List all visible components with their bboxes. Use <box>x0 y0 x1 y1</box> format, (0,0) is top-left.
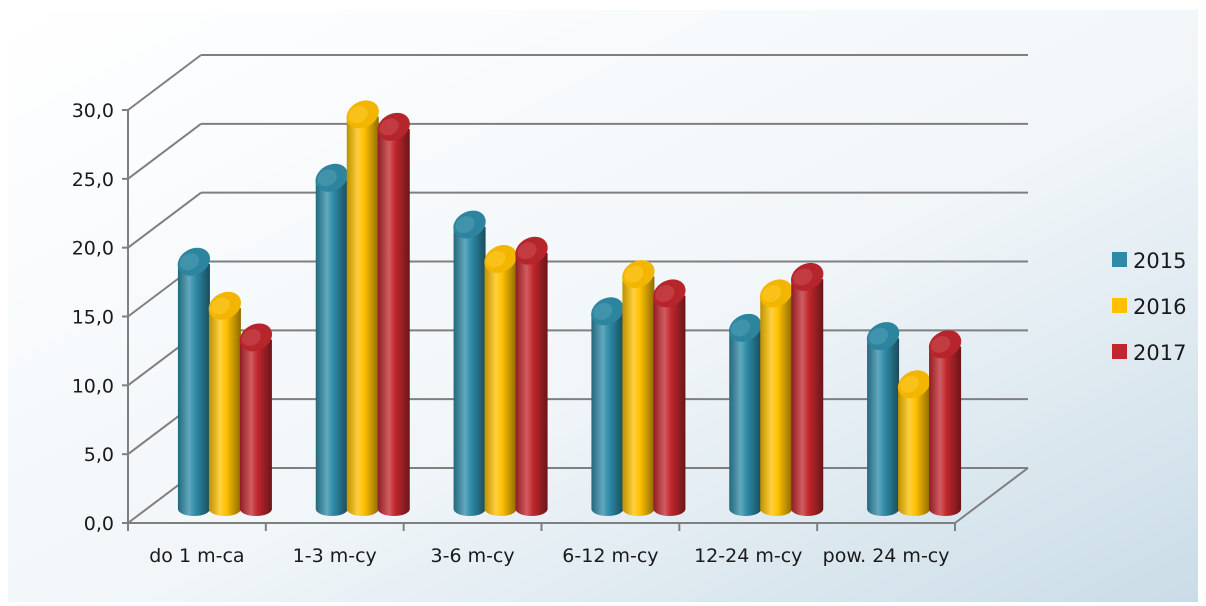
x-category-label: 12-24 m-cy <box>694 545 802 567</box>
bar-2015-1 <box>315 163 348 516</box>
bar-body <box>898 386 931 516</box>
legend-label: 2015 <box>1133 249 1186 273</box>
bar-2016-3 <box>622 260 655 516</box>
bar-cap-highlight <box>241 329 261 347</box>
legend-swatch <box>1112 252 1127 267</box>
bar-cap-highlight <box>486 250 506 268</box>
bar-2015-5 <box>866 322 900 516</box>
legend: 2015 2016 2017 <box>1112 249 1186 365</box>
bar-cap-highlight <box>899 375 920 393</box>
y-tick-label: 15,0 <box>72 307 114 329</box>
bar-2017-2 <box>515 236 548 516</box>
x-category-label: 3-6 m-cy <box>431 545 515 567</box>
y-tick-label: 10,0 <box>72 375 114 397</box>
bar-body <box>867 338 900 516</box>
bar-body <box>315 179 348 516</box>
bar-body <box>453 226 486 517</box>
bar-body <box>760 295 793 516</box>
bar-2017-0 <box>239 323 273 516</box>
y-tick-label: 5,0 <box>84 444 114 466</box>
bar-body <box>484 261 517 516</box>
floor-right-edge <box>954 467 1029 524</box>
bar-body <box>653 295 686 516</box>
bar-2016-2 <box>484 244 517 516</box>
bar-2016-1 <box>346 100 379 517</box>
gridline-diagonal <box>127 54 202 111</box>
gridline-diagonal <box>127 191 202 249</box>
x-category-label: 6-12 m-cy <box>562 545 658 567</box>
bar-cap-highlight <box>379 118 399 136</box>
bar-body <box>377 129 410 517</box>
bar-2015-2 <box>453 210 486 517</box>
bar-body <box>591 313 624 516</box>
bar-body <box>239 339 272 516</box>
bar-body <box>622 276 655 516</box>
bar-cap-highlight <box>517 242 537 260</box>
legend-item-2017: 2017 <box>1112 341 1186 365</box>
bar-cap-highlight <box>930 335 951 353</box>
axes <box>122 109 1029 531</box>
bar-2015-0 <box>177 247 211 516</box>
bar-cap-highlight <box>624 265 644 283</box>
legend-swatch <box>1112 298 1127 313</box>
bar-body <box>177 263 210 516</box>
bar-cap-highlight <box>593 302 613 320</box>
bar-cap-highlight <box>179 253 199 271</box>
y-tick-label: 20,0 <box>72 238 114 260</box>
bars <box>177 100 962 517</box>
bar-2017-1 <box>377 112 410 517</box>
y-tick-label: 30,0 <box>72 100 114 122</box>
bar-2016-4 <box>759 279 793 516</box>
gridline-diagonal <box>127 123 202 180</box>
legend-item-2016: 2016 <box>1112 295 1186 319</box>
bar-2015-4 <box>728 313 762 516</box>
bar-2016-0 <box>208 291 242 516</box>
y-tick-label: 0,0 <box>84 513 114 535</box>
bar-cap-highlight <box>793 268 813 286</box>
bar-body <box>791 279 824 516</box>
legend-label: 2017 <box>1133 341 1186 365</box>
x-category-label: pow. 24 m-cy <box>823 545 950 567</box>
bar-cap-highlight <box>210 297 230 315</box>
y-tick-label: 25,0 <box>72 169 114 191</box>
bar-cap-highlight <box>731 319 751 337</box>
bar-cap-highlight <box>762 285 782 302</box>
bar-cap-highlight <box>348 106 368 124</box>
bar-cap-highlight <box>455 216 475 234</box>
bar-body <box>729 330 762 516</box>
x-category-label: do 1 m-ca <box>149 545 244 567</box>
legend-item-2015: 2015 <box>1112 249 1186 273</box>
bar-body <box>346 116 379 517</box>
x-category-labels: do 1 m-ca 1-3 m-cy 3-6 m-cy 6-12 m-cy 12-24 … <box>149 545 949 567</box>
bar-cap-highlight <box>655 285 675 302</box>
bar-body <box>208 308 241 516</box>
y-tick-labels: 0,0 5,0 10,0 15,0 20,0 25,0 30,0 <box>72 100 114 535</box>
bar-2017-3 <box>653 279 686 516</box>
legend-label: 2016 <box>1133 295 1186 319</box>
bar-2016-5 <box>897 370 931 516</box>
bar-2017-5 <box>928 330 962 516</box>
legend-swatch <box>1112 344 1127 359</box>
bar-cap-highlight <box>868 327 889 345</box>
bar-body <box>929 346 962 516</box>
bar-cap-highlight <box>317 169 337 187</box>
bar-body <box>515 252 548 516</box>
x-category-label: 1-3 m-cy <box>293 545 377 567</box>
bar-2017-4 <box>790 262 824 516</box>
bar-2015-3 <box>591 297 624 516</box>
